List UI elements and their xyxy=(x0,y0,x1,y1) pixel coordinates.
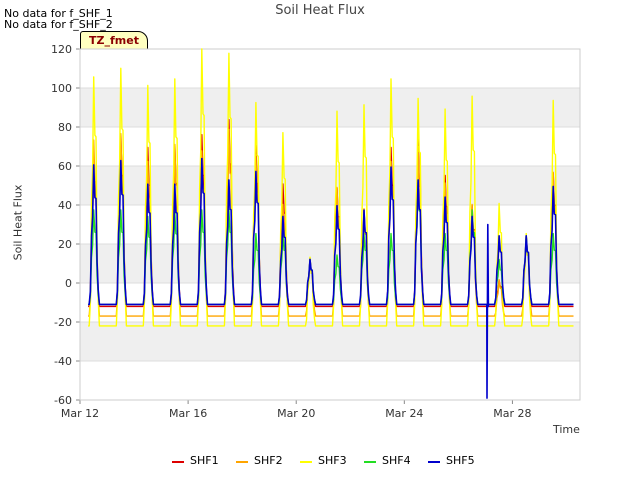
x-tick-label: Mar 12 xyxy=(61,407,99,420)
no-data-notice-2: No data for f_SHF_2 xyxy=(4,18,113,31)
no-data-notice-1: No data for f_SHF_1 xyxy=(4,7,113,20)
legend-label: SHF2 xyxy=(254,454,283,467)
plot-band xyxy=(80,166,580,205)
plot-band xyxy=(80,88,580,127)
plot-band xyxy=(80,205,580,244)
legend-label: SHF5 xyxy=(446,454,475,467)
legend-label: SHF3 xyxy=(318,454,347,467)
series-line-shf1 xyxy=(88,118,574,308)
y-tick-label: 0 xyxy=(65,277,72,290)
series-line-shf5 xyxy=(88,157,574,399)
x-tick-label: Mar 28 xyxy=(493,407,531,420)
timezone-badge: TZ_fmet xyxy=(80,31,148,51)
legend-swatch xyxy=(172,461,184,463)
plot-band xyxy=(80,322,580,361)
legend-swatch xyxy=(428,461,440,463)
plot-band xyxy=(80,244,580,283)
series-line-shf3 xyxy=(88,48,574,327)
legend-label: SHF4 xyxy=(382,454,411,467)
y-tick-label: 60 xyxy=(58,160,72,173)
x-tick-label: Mar 16 xyxy=(169,407,207,420)
chart-title: Soil Heat Flux xyxy=(275,3,365,18)
plot-band xyxy=(80,361,580,400)
y-tick-label: 20 xyxy=(58,238,72,251)
legend-swatch xyxy=(300,461,312,463)
plot-band xyxy=(80,127,580,166)
y-tick-label: -20 xyxy=(54,316,72,329)
x-axis-label: Time xyxy=(553,423,580,436)
y-tick-label: 100 xyxy=(51,82,72,95)
plot-frame xyxy=(79,48,581,401)
y-tick-label: 40 xyxy=(58,199,72,212)
y-tick-label: -60 xyxy=(54,394,72,407)
plot-band xyxy=(80,49,580,88)
legend-swatch xyxy=(364,461,376,463)
x-tick-label: Mar 20 xyxy=(277,407,315,420)
legend-swatch xyxy=(236,461,248,463)
y-tick-label: -40 xyxy=(54,355,72,368)
y-tick-label: 80 xyxy=(58,121,72,134)
series-line-shf2 xyxy=(88,128,574,317)
chart-legend: SHF1 SHF2 SHF3 SHF4 SHF5 xyxy=(0,454,640,470)
legend-label: SHF1 xyxy=(190,454,219,467)
x-tick-label: Mar 24 xyxy=(385,407,423,420)
y-tick-label: 120 xyxy=(51,43,72,56)
